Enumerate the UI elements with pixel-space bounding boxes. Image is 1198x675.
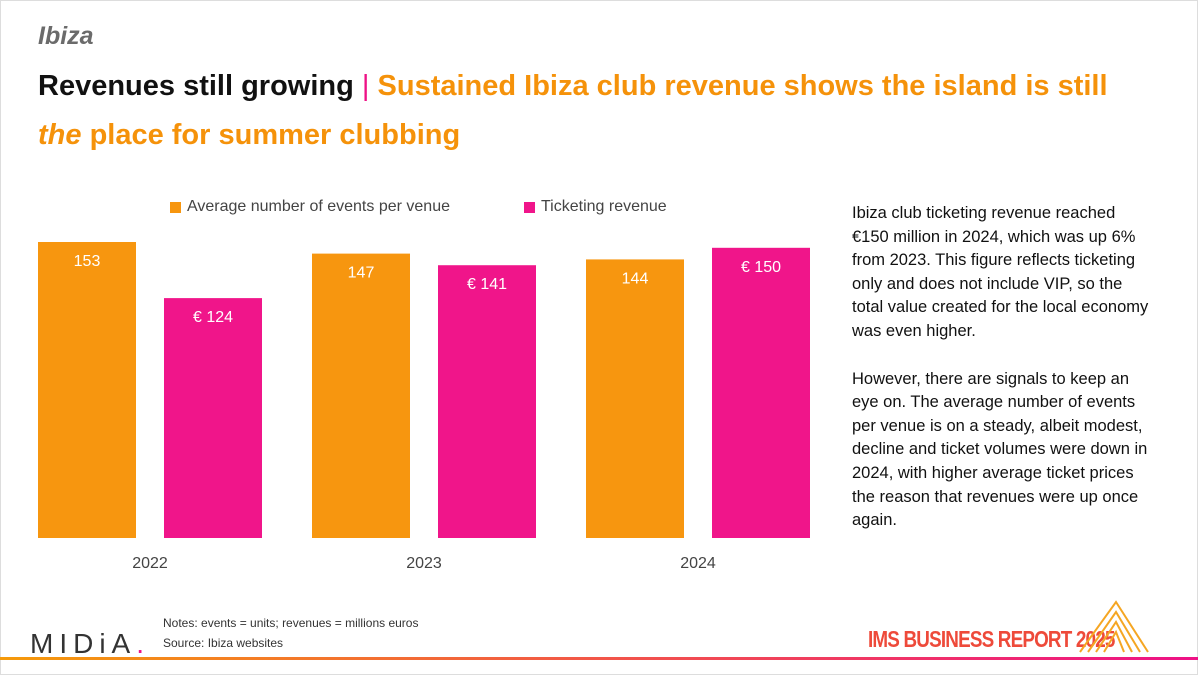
bar-events-2022 — [38, 242, 136, 538]
notes-source: Source: Ibiza websites — [163, 636, 284, 650]
x-tick-2024: 2024 — [680, 555, 716, 572]
chart-legend: Average number of events per venue Ticke… — [0, 198, 840, 224]
headline-subtitle: Sustained Ibiza club revenue shows the i… — [377, 70, 1108, 102]
logo-dot: . — [136, 628, 151, 659]
bar-chart: 153 € 124 2022 147 € 141 2023 144 € 150 2024 — [38, 242, 810, 572]
legend-item-events: Average number of events per venue — [170, 198, 450, 216]
footer-divider — [0, 657, 1198, 660]
headline: Revenues still growing | Sustained Ibiza… — [38, 62, 1178, 160]
commentary-paragraph-2: However, there are signals to keep an ey… — [852, 369, 1148, 530]
bar-events-2023 — [312, 253, 410, 538]
report-logo-icon — [1079, 600, 1149, 653]
legend-swatch-revenue — [524, 201, 535, 213]
commentary-paragraph-1: Ibiza club ticketing revenue reached €15… — [852, 204, 1149, 340]
bar-revenue-2022 — [164, 298, 262, 538]
logo-text: MIDiA — [30, 628, 137, 659]
x-tick-2022: 2022 — [132, 555, 168, 572]
headline-subtitle-end: place for summer clubbing — [89, 119, 461, 151]
headline-emphasis: the — [38, 119, 82, 151]
commentary: Ibiza club ticketing revenue reached €15… — [852, 202, 1152, 557]
x-tick-2023: 2023 — [406, 555, 442, 572]
data-label-events-2024: 144 — [622, 270, 649, 287]
midia-logo: MIDiA. — [30, 628, 150, 660]
data-label-revenue-2023: € 141 — [467, 276, 507, 293]
bar-events-2024 — [586, 259, 684, 538]
data-label-revenue-2022: € 124 — [193, 309, 233, 326]
headline-lead: Revenues still growing — [38, 70, 354, 102]
legend-swatch-events — [170, 201, 181, 213]
notes-units: Notes: events = units; revenues = millio… — [163, 616, 419, 630]
legend-label-revenue: Ticketing revenue — [541, 198, 667, 215]
bar-revenue-2024 — [712, 247, 810, 538]
data-label-events-2023: 147 — [348, 265, 375, 282]
chart-notes: Notes: events = units; revenues = millio… — [163, 613, 418, 653]
report-title: IMS BUSINESS REPORT 2025 — [868, 626, 1115, 652]
bar-revenue-2023 — [438, 265, 536, 538]
data-label-events-2022: 153 — [74, 253, 101, 270]
headline-separator: | — [361, 70, 370, 102]
legend-item-revenue: Ticketing revenue — [524, 198, 667, 216]
legend-label-events: Average number of events per venue — [187, 198, 450, 215]
section-title: Ibiza — [38, 22, 94, 50]
data-label-revenue-2024: € 150 — [741, 259, 781, 276]
